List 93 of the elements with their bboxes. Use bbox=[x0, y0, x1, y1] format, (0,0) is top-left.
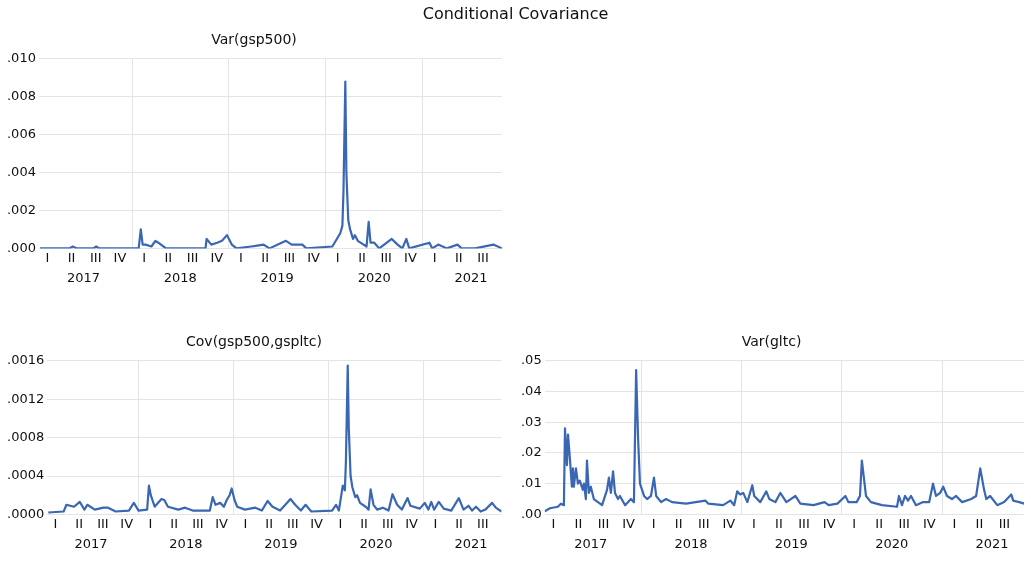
y-tick-label: .04 bbox=[520, 382, 542, 398]
text: I bbox=[338, 516, 343, 532]
text: III bbox=[697, 516, 710, 532]
text: IV bbox=[722, 516, 736, 532]
x-tick-label: 2019 bbox=[260, 269, 294, 285]
text: I bbox=[148, 516, 153, 532]
text: III bbox=[89, 250, 102, 266]
text: II bbox=[674, 516, 683, 532]
y-tick-label: .0016 bbox=[7, 352, 45, 368]
text: II bbox=[67, 250, 76, 266]
text: III bbox=[798, 516, 810, 532]
text: IV bbox=[310, 516, 324, 532]
text: III bbox=[287, 516, 299, 532]
text: I bbox=[651, 516, 656, 532]
text: IV bbox=[210, 250, 224, 266]
text: IV bbox=[113, 250, 127, 266]
chart-title: Var(gltc) bbox=[741, 333, 802, 350]
text: II bbox=[164, 250, 173, 266]
text: III bbox=[382, 516, 394, 532]
y-tick-label: .0004 bbox=[7, 467, 45, 483]
x-tick-label: 2019 bbox=[264, 535, 298, 551]
x-tick-label: 2018 bbox=[163, 269, 197, 285]
x-tick-label: 2017 bbox=[574, 535, 608, 551]
x-tick-label: 2020 bbox=[875, 535, 909, 551]
x-tick-label: 2019 bbox=[774, 535, 808, 551]
text: III bbox=[597, 516, 610, 532]
text: I bbox=[53, 516, 58, 532]
y-tick-label: .000 bbox=[6, 239, 36, 255]
y-tick-label: .010 bbox=[6, 50, 36, 66]
y-tick-label: .0008 bbox=[7, 428, 45, 444]
text: II bbox=[265, 516, 273, 532]
text: I bbox=[551, 516, 556, 532]
text: IV bbox=[215, 516, 229, 532]
y-tick-label: .006 bbox=[6, 126, 36, 142]
text: IV bbox=[922, 516, 936, 532]
text: III bbox=[477, 516, 489, 532]
y-tick-label: .0012 bbox=[7, 390, 45, 406]
y-tick-label: .002 bbox=[6, 201, 36, 217]
text: IV bbox=[405, 516, 419, 532]
text: II bbox=[875, 516, 883, 532]
text: I bbox=[852, 516, 857, 532]
y-tick-label: .02 bbox=[520, 444, 542, 460]
text: II bbox=[775, 516, 783, 532]
text: IV bbox=[622, 516, 636, 532]
text: III bbox=[192, 516, 204, 532]
text: I bbox=[952, 516, 957, 532]
text: IV bbox=[307, 250, 321, 266]
y-tick-label: .008 bbox=[6, 88, 36, 104]
x-tick-label: 2017 bbox=[74, 535, 108, 551]
text: I bbox=[142, 250, 147, 266]
text: I bbox=[239, 250, 243, 266]
text: I bbox=[45, 250, 50, 266]
text: III bbox=[898, 516, 910, 532]
text: II bbox=[574, 516, 583, 532]
text: III bbox=[283, 250, 296, 266]
text: II bbox=[75, 516, 84, 532]
text: II bbox=[975, 516, 984, 532]
x-tick-label: 2018 bbox=[674, 535, 708, 551]
text: IV bbox=[120, 516, 134, 532]
text: II bbox=[455, 516, 463, 532]
y-tick-label: .03 bbox=[520, 413, 542, 429]
y-tick-label: .004 bbox=[6, 163, 36, 179]
x-tick-label: 2021 bbox=[454, 535, 488, 551]
text: II bbox=[261, 250, 270, 266]
text: I bbox=[432, 250, 437, 266]
x-tick-label: 2018 bbox=[169, 535, 203, 551]
text: III bbox=[97, 516, 109, 532]
text: II bbox=[358, 250, 366, 266]
y-tick-label: .05 bbox=[520, 352, 542, 368]
text: I bbox=[243, 516, 248, 532]
text: I bbox=[433, 516, 438, 532]
x-tick-label: 2021 bbox=[454, 269, 488, 285]
text: IV bbox=[404, 250, 417, 266]
x-tick-label: 2017 bbox=[66, 269, 101, 285]
text: III bbox=[998, 516, 1011, 532]
text: II bbox=[454, 250, 463, 266]
chart-title: Cov(gsp500,gspltc) bbox=[186, 333, 322, 350]
text: IV bbox=[822, 516, 836, 532]
y-tick-label: .00 bbox=[520, 505, 542, 521]
y-tick-label: .01 bbox=[520, 475, 542, 491]
text: III bbox=[477, 250, 489, 266]
text: I bbox=[335, 250, 340, 266]
chart-title: Var(gsp500) bbox=[211, 31, 297, 48]
text: II bbox=[360, 516, 368, 532]
text: III bbox=[186, 250, 199, 266]
text: Conditional Covariance bbox=[421, 3, 610, 25]
x-tick-label: 2021 bbox=[975, 535, 1009, 551]
x-tick-label: 2020 bbox=[359, 535, 393, 551]
y-tick-label: .0000 bbox=[7, 505, 45, 521]
text: III bbox=[380, 250, 392, 266]
x-tick-label: 2020 bbox=[357, 269, 391, 285]
text: II bbox=[170, 516, 178, 532]
text: I bbox=[751, 516, 756, 532]
